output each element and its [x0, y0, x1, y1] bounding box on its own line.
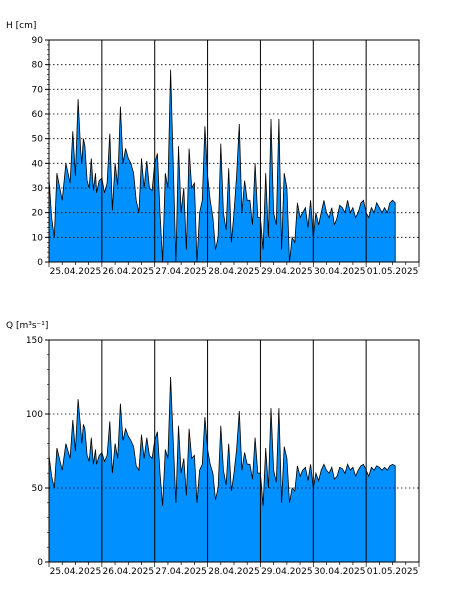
- x-tick-label: 30.04.2025: [314, 267, 366, 277]
- y-axis-label: H [cm]: [6, 21, 36, 31]
- discharge-chart: Q [m³s⁻¹] 0 50 100 150 25.04.2025 26.04.2025 27…: [6, 321, 420, 577]
- x-tick-label: 25.04.2025: [50, 267, 102, 277]
- x-tick-label: 28.04.2025: [208, 567, 260, 577]
- y-tick-label: 50: [32, 484, 44, 494]
- x-tick-label: 30.04.2025: [314, 567, 366, 577]
- x-tick-label: 27.04.2025: [155, 267, 207, 277]
- y-tick-label: 80: [32, 61, 44, 71]
- y-tick-label: 20: [32, 209, 44, 219]
- y-tick-label: 0: [37, 558, 43, 568]
- series-area: [48, 69, 396, 263]
- y-tick-label: 90: [32, 36, 44, 46]
- y-tick-label: 0: [37, 258, 43, 268]
- plot-frame: [48, 39, 420, 263]
- x-tick-label: 29.04.2025: [261, 267, 313, 277]
- y-tick-label: 40: [32, 159, 44, 169]
- x-tick-label: 25.04.2025: [50, 567, 102, 577]
- y-tick-label: 150: [26, 336, 43, 346]
- y-tick-label: 10: [32, 233, 44, 243]
- x-tick-label: 01.05.2025: [367, 567, 419, 577]
- series-area: [48, 376, 396, 563]
- y-tick-label: 30: [32, 184, 44, 194]
- plot-frame: [48, 339, 420, 563]
- y-tick-label: 100: [26, 410, 43, 420]
- y-tick-label: 50: [32, 135, 44, 145]
- y-tick-label: 60: [32, 110, 44, 120]
- x-tick-label: 01.05.2025: [367, 267, 419, 277]
- x-tick-label: 26.04.2025: [103, 567, 155, 577]
- x-tick-label: 28.04.2025: [208, 267, 260, 277]
- x-tick-label: 26.04.2025: [103, 267, 155, 277]
- y-tick-label: 70: [32, 85, 44, 95]
- water-level-chart: H [cm] 0 10 20 30 40 50 60 70 80 90 25.04.2025 26.04…: [6, 21, 420, 277]
- x-tick-label: 27.04.2025: [155, 567, 207, 577]
- x-tick-label: 29.04.2025: [261, 567, 313, 577]
- y-axis-label: Q [m³s⁻¹]: [6, 321, 48, 331]
